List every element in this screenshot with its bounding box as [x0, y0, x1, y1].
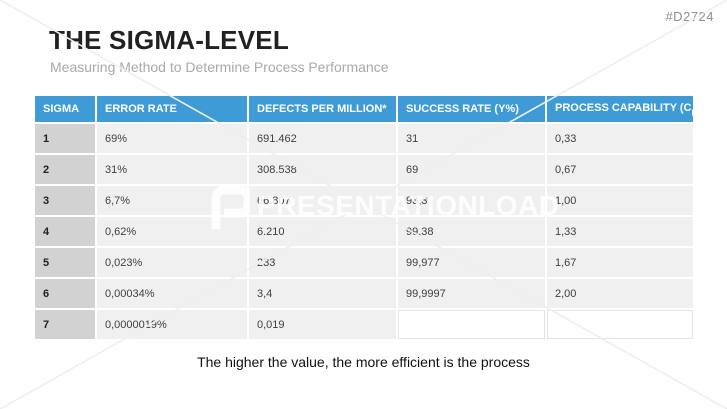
- sigma-table: SIGMA ERROR RATE DEFECTS PER MILLION* SU…: [33, 94, 700, 341]
- error-rate-cell: 0,023%: [97, 248, 247, 277]
- sigma-cell: 3: [35, 186, 95, 215]
- success-rate-cell: 99,977: [398, 248, 545, 277]
- defects-per-million-cell: 66.807: [249, 186, 396, 215]
- page-subtitle: Measuring Method to Determine Process Pe…: [50, 59, 389, 75]
- header-capability-pre: PROCESS CAPABILITY (C: [555, 101, 692, 114]
- defects-per-million-cell: 233: [249, 248, 396, 277]
- error-rate-cell: 69%: [97, 124, 247, 153]
- header-error-rate: ERROR RATE: [97, 96, 247, 122]
- sigma-cell: 5: [35, 248, 95, 277]
- header-defects-per-million: DEFECTS PER MILLION*: [249, 96, 396, 122]
- success-rate-cell: 31: [398, 124, 545, 153]
- sigma-cell: 6: [35, 279, 95, 308]
- defects-per-million-cell: 0,019: [249, 310, 396, 339]
- defects-per-million-cell: 308.538: [249, 155, 396, 184]
- header-process-capability: PROCESS CAPABILITY (Cp): [547, 96, 700, 122]
- header-sigma: SIGMA: [35, 96, 95, 122]
- process-capability-cell: 1,67: [547, 248, 693, 277]
- success-rate-cell: 99,38: [398, 217, 545, 246]
- table-row: 1 69% 691.462 31 0,33: [35, 124, 693, 153]
- success-rate-cell: [398, 310, 545, 339]
- table-header-row: SIGMA ERROR RATE DEFECTS PER MILLION* SU…: [35, 96, 700, 122]
- process-capability-cell: 2,00: [547, 279, 693, 308]
- sigma-cell: 2: [35, 155, 95, 184]
- table-row: 5 0,023% 233 99,977 1,67: [35, 248, 693, 277]
- success-rate-cell: 93,3: [398, 186, 545, 215]
- table-row: 6 0,00034% 3,4 99,9997 2,00: [35, 279, 693, 308]
- success-rate-cell: 99,9997: [398, 279, 545, 308]
- success-rate-cell: 69: [398, 155, 545, 184]
- sigma-cell: 4: [35, 217, 95, 246]
- error-rate-cell: 0,0000019%: [97, 310, 247, 339]
- caption: The higher the value, the more efficient…: [197, 354, 530, 370]
- error-rate-cell: 31%: [97, 155, 247, 184]
- slide-id-tag: #D2724: [665, 9, 714, 24]
- process-capability-cell: 1,33: [547, 217, 693, 246]
- table-row: 4 0,62% 6.210 99,38 1,33: [35, 217, 693, 246]
- error-rate-cell: 0,00034%: [97, 279, 247, 308]
- table-row: 7 0,0000019% 0,019: [35, 310, 693, 339]
- defects-per-million-cell: 6.210: [249, 217, 396, 246]
- error-rate-cell: 6,7%: [97, 186, 247, 215]
- process-capability-cell: [547, 310, 693, 339]
- process-capability-cell: 0,67: [547, 155, 693, 184]
- header-capability-post: ): [696, 101, 701, 114]
- defects-per-million-cell: 691.462: [249, 124, 396, 153]
- defects-per-million-cell: 3,4: [249, 279, 396, 308]
- process-capability-cell: 0,33: [547, 124, 693, 153]
- sigma-cell: 7: [35, 310, 95, 339]
- error-rate-cell: 0,62%: [97, 217, 247, 246]
- table-row: 3 6,7% 66.807 93,3 1,00: [35, 186, 693, 215]
- process-capability-cell: 1,00: [547, 186, 693, 215]
- page-title: THE SIGMA-LEVEL: [49, 25, 289, 55]
- sigma-cell: 1: [35, 124, 95, 153]
- header-success-rate: SUCCESS RATE (Y%): [398, 96, 545, 122]
- table-row: 2 31% 308.538 69 0,67: [35, 155, 693, 184]
